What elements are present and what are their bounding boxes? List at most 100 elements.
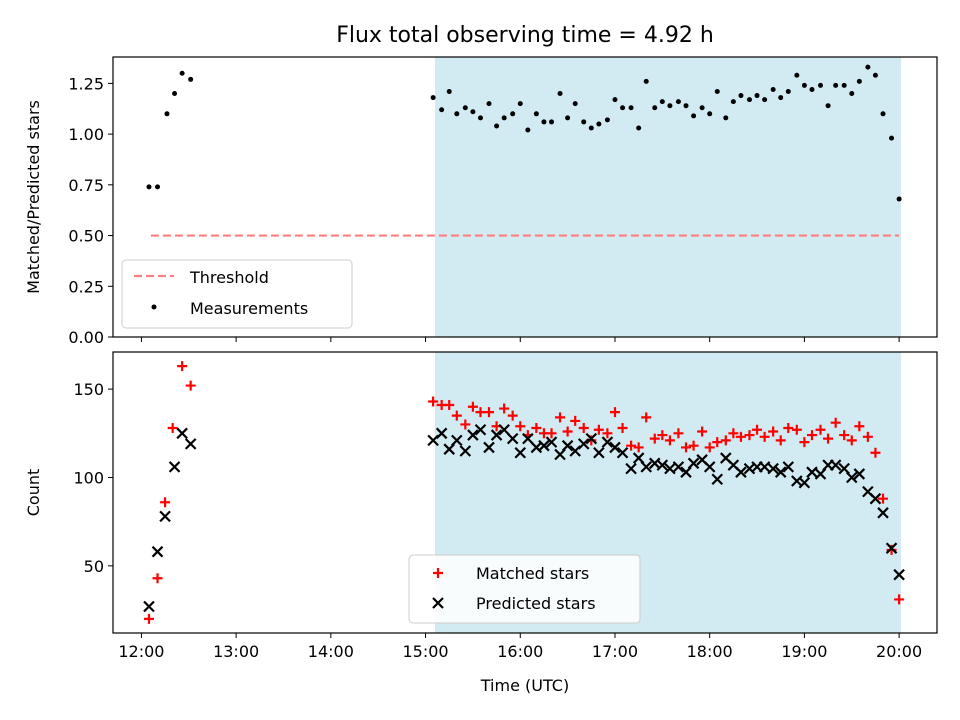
legend-box (408, 554, 641, 624)
y-tick-label: 1.25 (68, 74, 104, 93)
y-tick-label: 50 (84, 557, 104, 576)
predicted-point (845, 471, 858, 484)
ratio-panel: 0.00 0.25 0.50 0.75 1.00 1.25 Matched/Predicte… (24, 56, 938, 347)
x-tick-label: 18:00 (687, 642, 733, 661)
matched-point (160, 497, 171, 508)
legend-measurement-label: Measurements (190, 299, 308, 318)
predicted-point (545, 436, 558, 448)
measurement-point (572, 101, 578, 107)
predicted-point (767, 462, 779, 475)
y-tick-label: 100 (73, 468, 104, 487)
y-tick-label: 0.75 (68, 176, 104, 195)
measurement-point (889, 135, 895, 141)
measurement-point (856, 78, 862, 84)
predicted-point (561, 439, 574, 452)
legend-measurement-swatch (151, 304, 157, 310)
matched-point (185, 380, 196, 391)
measurement-point (517, 101, 523, 107)
predicted-point (735, 466, 747, 478)
predicted-point (483, 441, 495, 454)
matched-point (657, 430, 668, 441)
predicted-point (798, 477, 811, 489)
predicted-point (869, 492, 882, 505)
matched-point (626, 440, 637, 451)
matched-point (546, 428, 557, 439)
matched-point (688, 440, 699, 451)
measurement-point (785, 88, 791, 94)
predicted-point (774, 466, 787, 478)
matched-point (633, 442, 644, 453)
measurement-point (683, 103, 689, 109)
matched-point (460, 419, 471, 430)
predicted-point (609, 441, 621, 454)
matched-point (609, 407, 620, 418)
measurement-point (770, 86, 776, 92)
matched-point (499, 403, 510, 414)
measurement-point (454, 111, 460, 117)
x-tick-label: 19:00 (781, 642, 827, 661)
matched-point (664, 435, 675, 446)
matched-point (806, 430, 817, 441)
measurement-point (667, 103, 673, 109)
predicted-point (176, 427, 188, 440)
predicted-point (782, 461, 795, 473)
measurement-point (675, 99, 681, 105)
matched-point (759, 431, 770, 442)
measurement-point (549, 119, 555, 125)
measurement-point (636, 125, 642, 131)
x-tick-label: 12:00 (118, 642, 164, 661)
measurement-point (501, 115, 507, 121)
predicted-point (451, 434, 463, 447)
matched-point (617, 422, 628, 433)
measurement-point (880, 111, 886, 117)
matched-point (428, 396, 439, 407)
measurement-point (470, 109, 476, 115)
legend-box (121, 259, 353, 329)
y-tick-label: 0.25 (68, 277, 104, 296)
matched-point (143, 613, 154, 624)
predicted-point (168, 461, 181, 473)
measurement-point (833, 82, 839, 88)
matched-point (720, 435, 731, 446)
predicted-point (601, 436, 614, 448)
predicted-point (703, 461, 716, 473)
matched-point (484, 407, 495, 418)
predicted-point (159, 510, 171, 523)
matched-point (815, 424, 826, 435)
predicted-point (151, 545, 164, 558)
measurement-point (652, 105, 658, 111)
measurement-point (714, 88, 720, 94)
measurement-point (841, 82, 847, 88)
measurement-point (155, 184, 161, 190)
measurement-point (809, 86, 815, 92)
matched-point (167, 422, 178, 433)
predicted-point (474, 423, 487, 436)
predicted-point (585, 432, 598, 445)
matched-point (562, 426, 573, 437)
axes-frame (112, 351, 938, 634)
measurement-point (533, 111, 539, 117)
predicted-point (885, 542, 898, 554)
matched-point (799, 437, 810, 448)
predicted-point (538, 439, 550, 452)
matched-point (475, 407, 486, 418)
count-panel: 50 100 150 12:00 13:00 14:00 15:00 16:00 17:00 18… (24, 351, 938, 695)
matched-point (870, 447, 881, 458)
matched-point (894, 594, 905, 605)
measurement-point (557, 91, 563, 97)
matched-point (451, 410, 462, 421)
measurement-point (643, 78, 649, 84)
legend: Threshold Measurements (121, 259, 353, 329)
measurement-point (818, 82, 824, 88)
matched-point (886, 544, 897, 555)
measurement-point (604, 117, 610, 123)
matched-point (649, 433, 660, 444)
measurement-point (738, 93, 744, 99)
matched-point (752, 424, 763, 435)
predicted-point (711, 473, 724, 486)
y-axis-label: Count (24, 469, 43, 517)
predicted-point (853, 468, 866, 480)
measurement-point (691, 113, 697, 119)
matched-point (507, 410, 518, 421)
